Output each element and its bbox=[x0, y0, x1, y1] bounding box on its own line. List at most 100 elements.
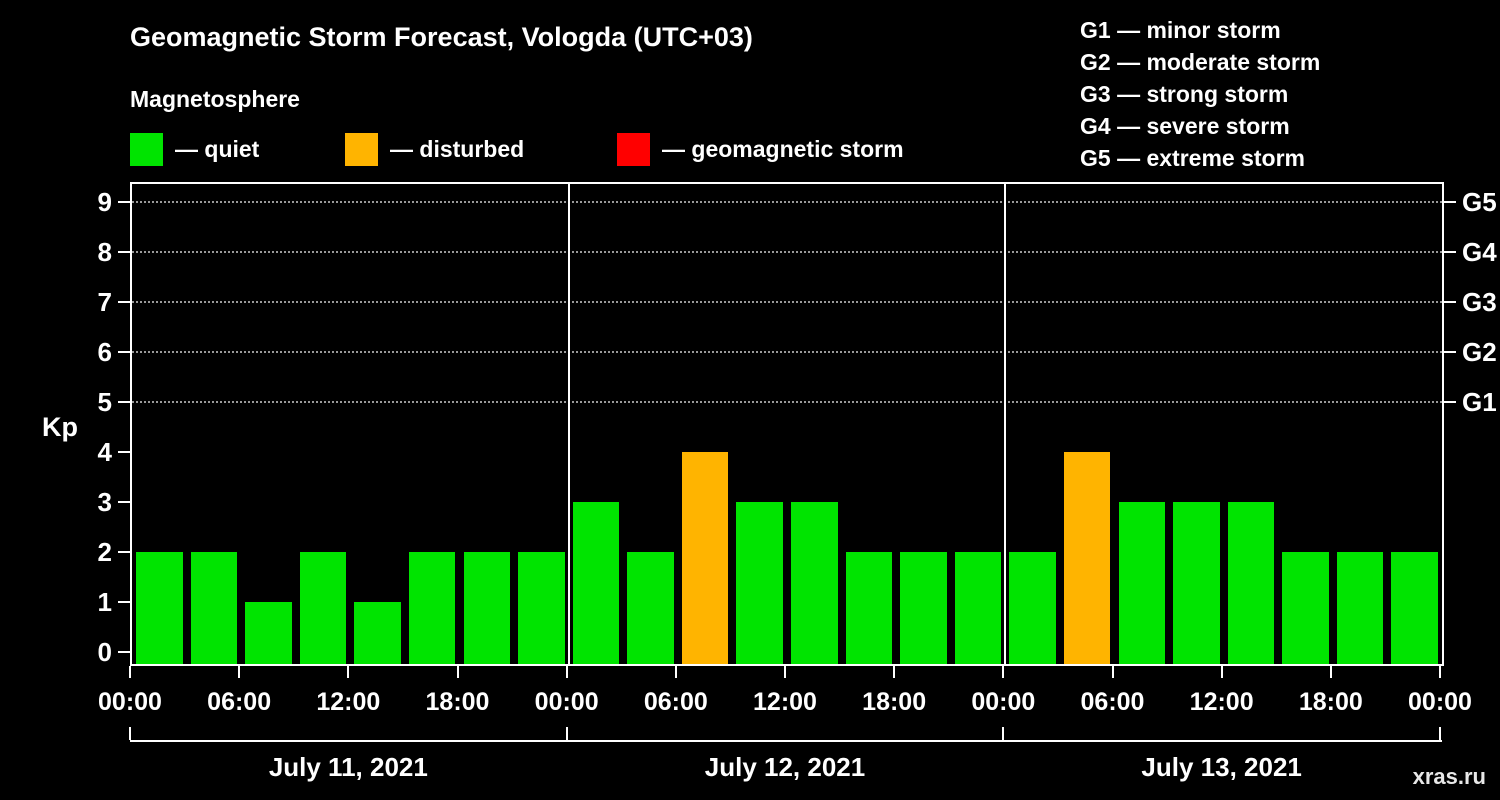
y-tick-label: 1 bbox=[97, 587, 112, 617]
g-legend-item-g4: G4 — severe storm bbox=[1080, 113, 1290, 139]
x-tick-label: 18:00 bbox=[862, 688, 927, 716]
g-legend-item-g2: G2 — moderate storm bbox=[1080, 49, 1321, 75]
kp-bar bbox=[190, 552, 238, 664]
x-tick-label: 18:00 bbox=[1298, 688, 1363, 716]
x-tick-label: 12:00 bbox=[1189, 688, 1254, 716]
disturbed-label: — disturbed bbox=[390, 135, 525, 162]
y-tick-label: 5 bbox=[97, 387, 112, 417]
kp-bar bbox=[1227, 502, 1275, 664]
gridline-g3 bbox=[132, 301, 1442, 303]
kp-bar bbox=[681, 452, 729, 664]
x-tick bbox=[893, 666, 896, 678]
x-tick bbox=[565, 666, 568, 678]
kp-bar bbox=[1391, 552, 1438, 664]
y-tick bbox=[118, 551, 130, 553]
page-title: Geomagnetic Storm Forecast, Vologda (UTC… bbox=[130, 22, 753, 52]
kp-bar bbox=[518, 552, 565, 664]
kp-bar bbox=[1173, 502, 1220, 664]
x-tick bbox=[347, 666, 350, 678]
kp-bar bbox=[736, 502, 783, 664]
bracket-tick bbox=[1439, 727, 1441, 740]
y-tick-label: 8 bbox=[97, 237, 112, 267]
quiet-color-swatch bbox=[130, 132, 163, 166]
kp-bar bbox=[408, 552, 456, 664]
kp-bar bbox=[1063, 452, 1111, 664]
kp-bar bbox=[1282, 552, 1329, 664]
x-tick bbox=[1329, 666, 1332, 678]
kp-bar bbox=[299, 552, 347, 664]
y-tick bbox=[118, 251, 130, 253]
chart-subtitle: Magnetosphere bbox=[130, 86, 300, 112]
g-tick bbox=[1444, 301, 1456, 303]
kp-bar bbox=[354, 602, 401, 664]
x-tick-label: 00:00 bbox=[1408, 688, 1472, 716]
x-tick-label: 06:00 bbox=[207, 688, 272, 716]
x-tick bbox=[1002, 666, 1005, 678]
kp-bar bbox=[1118, 502, 1166, 664]
kp-bar bbox=[1336, 552, 1384, 664]
y-tick-label: 7 bbox=[97, 287, 112, 317]
x-tick-label: 06:00 bbox=[643, 688, 708, 716]
x-tick-label: 00:00 bbox=[971, 688, 1036, 716]
g-legend-item-g3: G3 — strong storm bbox=[1080, 81, 1289, 107]
g-tick bbox=[1444, 251, 1456, 253]
legend-item-quiet: — quiet bbox=[130, 132, 259, 166]
y-tick-label: 9 bbox=[97, 187, 112, 217]
kp-bar bbox=[845, 552, 893, 664]
y-axis-label: Kp bbox=[42, 412, 78, 442]
y-tick-label: 3 bbox=[97, 487, 112, 517]
g-tick bbox=[1444, 401, 1456, 403]
x-tick bbox=[784, 666, 786, 678]
kp-bar bbox=[245, 602, 292, 664]
kp-bar bbox=[954, 552, 1002, 664]
x-tick-label: 12:00 bbox=[753, 688, 817, 716]
y-tick bbox=[118, 601, 130, 603]
x-tick bbox=[1111, 666, 1114, 678]
y-tick-label: 6 bbox=[97, 337, 112, 367]
storm-label: — geomagnetic storm bbox=[662, 135, 904, 162]
y-tick bbox=[118, 201, 130, 203]
x-tick-label: 18:00 bbox=[425, 688, 490, 716]
y-tick-label: 2 bbox=[97, 537, 112, 567]
legend-item-disturbed: — disturbed bbox=[345, 132, 524, 166]
x-tick bbox=[456, 666, 459, 678]
x-tick bbox=[674, 666, 677, 678]
day-separator bbox=[567, 184, 570, 664]
y-tick-label: 4 bbox=[97, 437, 112, 467]
kp-bar bbox=[627, 552, 674, 664]
g-axis-label-g5: G5 bbox=[1462, 187, 1497, 217]
x-tick-label: 12:00 bbox=[316, 688, 381, 716]
legend-item-storm: — geomagnetic storm bbox=[617, 132, 904, 166]
x-tick bbox=[129, 666, 131, 678]
date-bracket-line bbox=[130, 740, 1442, 742]
y-tick bbox=[118, 401, 130, 403]
y-tick bbox=[118, 451, 130, 453]
x-tick-label: 00:00 bbox=[98, 688, 162, 716]
y-tick bbox=[118, 351, 130, 353]
date-label: July 13, 2021 bbox=[1141, 752, 1302, 782]
g-legend-item-g1: G1 — minor storm bbox=[1080, 17, 1281, 43]
g-legend-item-g5: G5 — extreme storm bbox=[1080, 145, 1305, 171]
y-tick bbox=[118, 651, 130, 653]
x-tick bbox=[1439, 666, 1441, 678]
date-label: July 12, 2021 bbox=[704, 752, 866, 782]
kp-bar bbox=[900, 552, 947, 664]
day-separator bbox=[1004, 184, 1007, 664]
bracket-tick bbox=[1002, 727, 1005, 740]
kp-bar bbox=[791, 502, 838, 664]
g-tick bbox=[1444, 201, 1456, 203]
quiet-label: — quiet bbox=[175, 135, 260, 162]
date-label: July 11, 2021 bbox=[268, 752, 428, 782]
y-tick-label: 0 bbox=[97, 637, 112, 667]
gridline-g2 bbox=[132, 351, 1442, 353]
storm-color-swatch bbox=[617, 132, 650, 166]
x-tick-label: 00:00 bbox=[534, 688, 599, 716]
x-tick bbox=[1220, 666, 1223, 678]
g-axis-label-g1: G1 bbox=[1462, 387, 1497, 417]
plot-area bbox=[130, 182, 1444, 666]
bracket-tick bbox=[129, 727, 131, 740]
gridline-g1 bbox=[132, 401, 1442, 403]
g-axis-label-g3: G3 bbox=[1462, 287, 1497, 317]
x-tick bbox=[238, 666, 241, 678]
